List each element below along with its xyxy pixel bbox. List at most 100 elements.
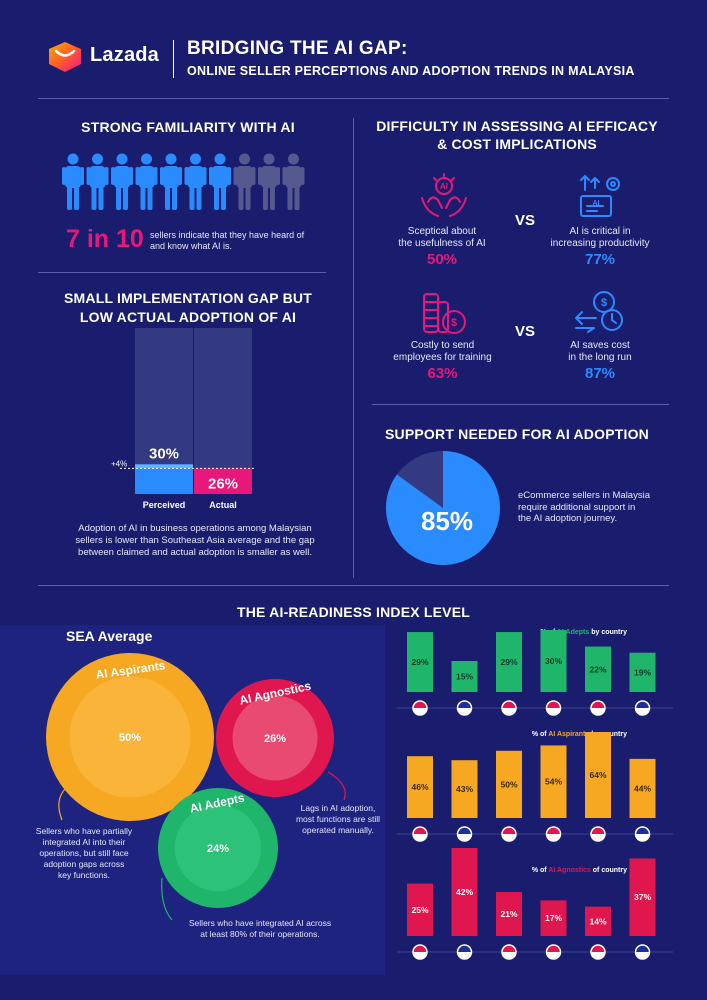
flag-icon-sg bbox=[412, 700, 428, 716]
adepts-bubble-pct: 24% bbox=[207, 843, 229, 855]
aspirants-desc-line2: integrated AI into their bbox=[42, 837, 126, 847]
country-bar-value: 54% bbox=[545, 777, 562, 787]
country-chart-2: % of AI Agnostics of country 25% 42% 21% 17%… bbox=[397, 848, 673, 960]
country-bar-charts: % of AI Adepts by country29%15%29%30%22%… bbox=[397, 629, 673, 960]
country-bar bbox=[585, 646, 611, 692]
actual-bar-bg bbox=[194, 328, 252, 494]
saves-cost-pct: 87% bbox=[584, 365, 616, 382]
flag-icon-id bbox=[501, 944, 517, 960]
person-icon bbox=[86, 153, 109, 210]
section-separator-right bbox=[372, 404, 669, 405]
familiarity-stat: 7 in 10 bbox=[66, 225, 144, 253]
difficulty-title-line1: DIFFICULTY IN ASSESSING AI EFFICACY bbox=[376, 118, 658, 134]
country-bar-value: 22% bbox=[589, 664, 606, 674]
readiness-title: THE AI-READINESS INDEX LEVEL bbox=[237, 604, 470, 620]
adepts-desc-line1: Sellers who have integrated AI across bbox=[188, 918, 332, 928]
country-bar bbox=[629, 858, 656, 936]
actual-bar bbox=[194, 468, 252, 494]
perceived-value: 30% bbox=[149, 445, 179, 462]
adepts-arrow bbox=[161, 877, 173, 921]
country-bar bbox=[407, 756, 433, 818]
flag-icon-my bbox=[456, 826, 473, 842]
support-desc-line3: the AI adoption journey. bbox=[518, 513, 618, 524]
country-bar-value: 15% bbox=[456, 672, 473, 682]
aspirants-desc-line3: operations, but still face bbox=[39, 848, 129, 858]
perceived-bar bbox=[135, 464, 193, 494]
svg-text:$: $ bbox=[451, 317, 457, 329]
person-icon bbox=[258, 153, 280, 210]
flag-icon-th bbox=[545, 944, 562, 960]
country-bar-value: 37% bbox=[634, 892, 651, 902]
flag-icon-vn bbox=[590, 944, 606, 960]
flag-icon-vn bbox=[590, 826, 606, 842]
saves-cost-label: AI saves cost in the long run bbox=[540, 340, 660, 364]
gap-description: Adoption of AI in business operations am… bbox=[50, 523, 340, 559]
vs-label-1: VS bbox=[515, 212, 536, 229]
support-title: SUPPORT NEEDED FOR AI ADOPTION bbox=[385, 426, 649, 442]
pie-slice-support bbox=[386, 451, 500, 565]
flag-icon-ph bbox=[634, 944, 651, 960]
page-title: BRIDGING THE AI GAP: bbox=[187, 38, 408, 59]
flag-icon-ph bbox=[634, 700, 651, 716]
flag-icon-sg bbox=[412, 826, 428, 842]
svg-text:$: $ bbox=[601, 297, 607, 309]
flag-icon-th bbox=[545, 700, 562, 716]
agnostics-desc-line1: Lags in AI adoption, bbox=[300, 803, 376, 813]
person-icon bbox=[111, 153, 133, 210]
person-icon bbox=[62, 153, 84, 210]
aspirants-description: Sellers who have partially integrated AI… bbox=[24, 826, 144, 881]
country-bar-value: 29% bbox=[411, 657, 428, 667]
actual-value: 26% bbox=[208, 475, 238, 492]
gap-desc-line3: between claimed and actual adoption is s… bbox=[78, 547, 312, 558]
productivity-pct: 77% bbox=[584, 251, 616, 268]
sceptical-line2: the usefulness of AI bbox=[398, 238, 486, 249]
familiarity-text-line1: sellers indicate that they have heard of bbox=[150, 230, 305, 240]
training-cost-line1: Costly to send bbox=[410, 340, 475, 351]
vs-label-2: VS bbox=[515, 323, 536, 340]
country-chart-title: % of AI Aspirants by country bbox=[532, 731, 627, 738]
person-icon bbox=[209, 153, 231, 210]
adepts-description: Sellers who have integrated AI across at… bbox=[170, 918, 350, 940]
country-bar-value: 25% bbox=[411, 905, 428, 915]
country-chart-0: % of AI Adepts by country29%15%29%30%22%… bbox=[397, 629, 673, 716]
country-bar-value: 64% bbox=[589, 770, 606, 780]
country-bar-value: 14% bbox=[589, 916, 606, 926]
country-bar-value: 44% bbox=[634, 783, 651, 793]
gap-title: SMALL IMPLEMENTATION GAP BUT LOW ACTUAL … bbox=[38, 289, 338, 327]
country-bar bbox=[540, 745, 567, 818]
agnostics-description: Lags in AI adoption, most functions are … bbox=[283, 803, 393, 836]
aspirants-desc-line4: adoption gaps across bbox=[43, 859, 125, 869]
country-bar bbox=[629, 652, 656, 692]
country-bar bbox=[496, 892, 522, 936]
country-bar bbox=[540, 630, 567, 692]
country-bar bbox=[407, 632, 433, 692]
header-divider bbox=[173, 40, 174, 78]
agnostics-arrow bbox=[327, 771, 346, 801]
aspirants-bubble-pct: 50% bbox=[119, 732, 141, 744]
adepts-desc-line2: at least 80% of their operations. bbox=[200, 929, 320, 939]
perceived-label: Perceived bbox=[143, 500, 186, 510]
pie-label: 85% bbox=[421, 506, 473, 536]
support-description: eCommerce sellers in Malaysia require ad… bbox=[518, 490, 650, 525]
cost-saving-icon: $ bbox=[575, 291, 623, 333]
person-icon bbox=[184, 153, 207, 210]
familiarity-text-line2: and know what AI is. bbox=[150, 241, 233, 251]
difficulty-title: DIFFICULTY IN ASSESSING AI EFFICACY & CO… bbox=[362, 117, 672, 153]
saves-cost-line2: in the long run bbox=[568, 352, 632, 363]
country-bar-value: 50% bbox=[500, 779, 517, 789]
sceptical-pct: 50% bbox=[426, 251, 458, 268]
actual-label: Actual bbox=[209, 500, 237, 510]
coins-icon: $ bbox=[423, 293, 466, 334]
gap-desc-line2: sellers is lower than Southeast Asia ave… bbox=[75, 535, 315, 546]
country-bar-value: 30% bbox=[545, 656, 562, 666]
lazada-logo-icon bbox=[49, 42, 81, 72]
country-bar bbox=[451, 848, 478, 936]
page-subtitle: ONLINE SELLER PERCEPTIONS AND ADOPTION T… bbox=[187, 64, 635, 78]
person-icon bbox=[233, 153, 256, 210]
gap-desc-line1: Adoption of AI in business operations am… bbox=[78, 523, 312, 534]
country-bar-value: 21% bbox=[500, 909, 517, 919]
sea-average-label: SEA Average bbox=[66, 628, 153, 644]
column-divider bbox=[353, 118, 354, 578]
